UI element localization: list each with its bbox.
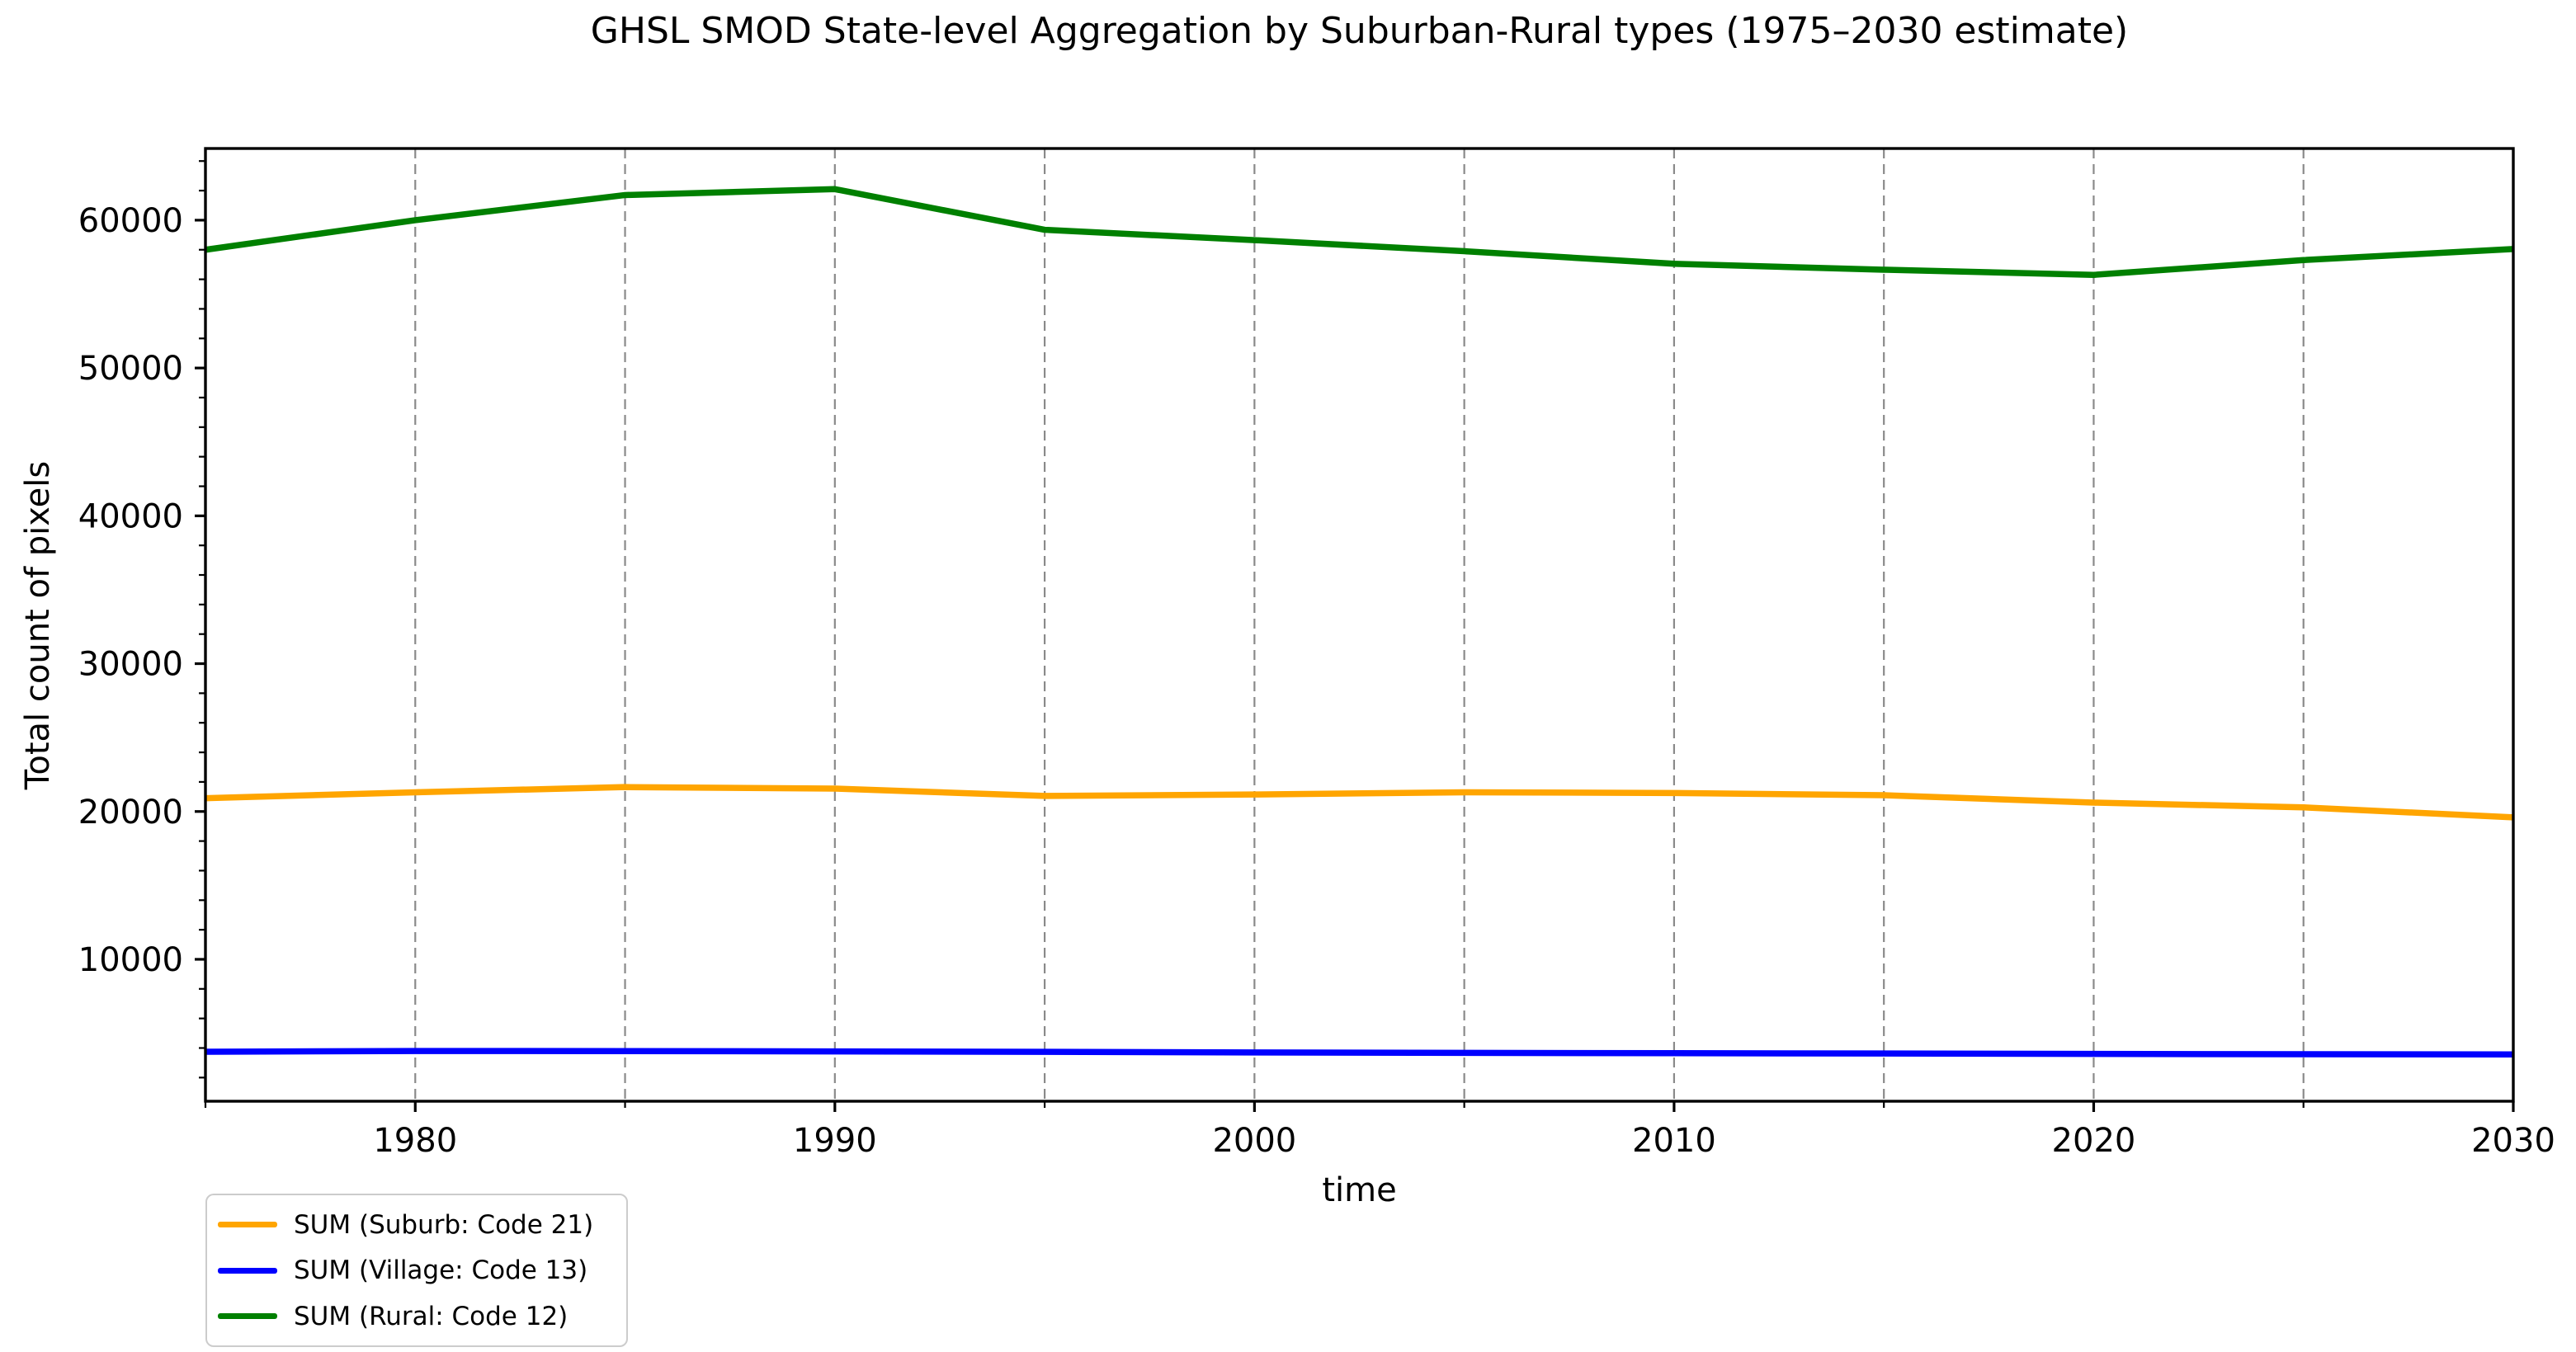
series-line-sum-village-code-13-: [205, 1048, 2514, 1058]
x-tick-label: 1990: [793, 1122, 877, 1160]
chart-title: GHSL SMOD State-level Aggregation by Sub…: [590, 10, 2129, 52]
legend-line-swatch: [218, 1313, 277, 1319]
legend-label: SUM (Village: Code 13): [294, 1255, 588, 1285]
x-tick-label: 2000: [1212, 1122, 1296, 1160]
y-tick-label: 40000: [78, 497, 183, 535]
legend-item: SUM (Rural: Code 12): [218, 1300, 626, 1333]
legend-line-swatch: [218, 1267, 277, 1274]
legend-label: SUM (Rural: Code 12): [294, 1301, 569, 1331]
x-tick-label: 1980: [373, 1122, 457, 1160]
y-tick-label: 20000: [78, 794, 183, 831]
x-tick-label: 2030: [2471, 1122, 2555, 1160]
y-tick-label: 10000: [78, 941, 183, 979]
legend-line-swatch: [218, 1222, 277, 1227]
x-tick-label: 2020: [2052, 1122, 2136, 1160]
x-axis-label: time: [1322, 1171, 1397, 1209]
y-tick-label: 60000: [78, 202, 183, 240]
y-tick-label: 30000: [78, 646, 183, 684]
y-axis-label: Total count of pixels: [19, 460, 57, 790]
series-line-sum-rural-code-12-: [205, 186, 2514, 278]
axes-spines: [204, 147, 2515, 1103]
legend-item: SUM (Village: Code 13): [218, 1254, 626, 1287]
y-tick-label: 50000: [78, 350, 183, 388]
legend: SUM (Suburb: Code 21) SUM (Village: Code …: [205, 1194, 628, 1347]
x-tick-label: 2010: [1632, 1122, 1716, 1160]
legend-item: SUM (Suburb: Code 21): [218, 1208, 626, 1241]
legend-label: SUM (Suburb: Code 21): [294, 1209, 594, 1240]
series-line-sum-suburb-code-21-: [205, 784, 2514, 821]
